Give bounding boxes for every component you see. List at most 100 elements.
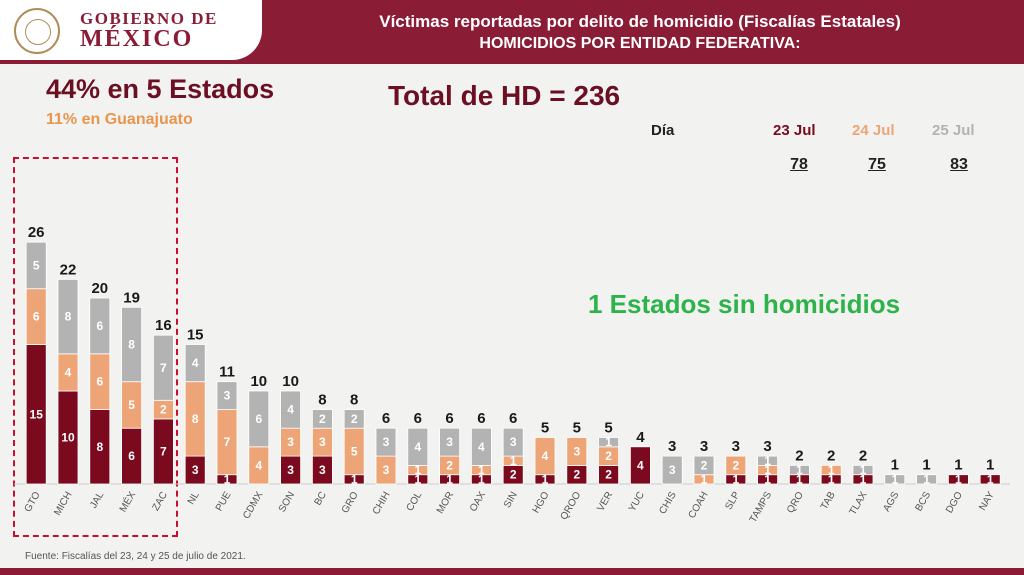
segment-value-label: 8 [96, 440, 103, 454]
bar-total-label: 19 [123, 289, 140, 306]
segment-value-label: 7 [160, 361, 167, 375]
bar-segment-MOR-25-Jul [439, 427, 461, 457]
bar-total-label: 15 [187, 327, 204, 344]
bar-segment-ZAC-25-Jul [152, 334, 174, 401]
segment-value-label: 6 [96, 319, 103, 333]
segment-value-label: 2 [701, 458, 708, 472]
bar-total-label: 6 [509, 410, 517, 427]
segment-value-label: 8 [128, 338, 135, 352]
category-label-QROO: QROO [559, 490, 584, 522]
category-label-VER: VER [595, 490, 615, 513]
segment-value-label: 2 [605, 449, 612, 463]
segment-value-label: 3 [287, 463, 294, 477]
segment-value-label: 2 [160, 403, 167, 417]
segment-value-label: 1 [923, 472, 930, 486]
day-date-23: 23 Jul [773, 122, 816, 139]
segment-value-label: 1 [987, 472, 994, 486]
segment-value-label: 1 [796, 463, 803, 477]
bar-total-label: 3 [763, 438, 771, 455]
segment-value-label: 2 [605, 468, 612, 482]
segment-value-label: 1 [860, 472, 867, 486]
bar-segment-GRO-25-Jul [343, 409, 365, 429]
category-label-MOR: MOR [435, 490, 456, 516]
day-total-25: 83 [950, 156, 968, 173]
segment-value-label: 6 [128, 449, 135, 463]
segment-value-label: 3 [287, 435, 294, 449]
segment-value-label: 7 [160, 444, 167, 458]
segment-value-label: 3 [573, 444, 580, 458]
bar-segment-OAX-25-Jul [470, 427, 492, 466]
segment-value-label: 1 [701, 472, 708, 486]
category-label-SON: SON [277, 490, 297, 514]
bar-segment-VER-25-Jul [598, 437, 619, 448]
bar-segment-QROO-24-Jul [566, 437, 588, 466]
day-date-24: 24 Jul [852, 122, 895, 139]
top-five-highlight-box [13, 157, 178, 537]
segment-value-label: 3 [383, 435, 390, 449]
bar-total-label: 6 [414, 410, 422, 427]
bar-segment-CDMX-25-Jul [248, 390, 270, 448]
day-label: Día [651, 122, 675, 139]
segment-value-label: 3 [510, 435, 517, 449]
segment-value-label: 1 [414, 463, 421, 477]
category-label-BCS: BCS [913, 490, 933, 514]
segment-value-label: 2 [351, 412, 358, 426]
bar-segment-PUE-25-Jul [216, 381, 238, 411]
category-label-CHIS: CHIS [657, 490, 679, 516]
category-label-GRO: GRO [340, 490, 361, 515]
day-total-23: 78 [790, 156, 808, 173]
logo-text-line2: MÉXICO [80, 26, 194, 52]
bar-segment-TAMPS-25-Jul [757, 455, 778, 466]
category-label-QRO: QRO [785, 490, 806, 515]
bar-total-label: 2 [827, 447, 835, 464]
bar-total-label: 10 [282, 373, 299, 390]
segment-value-label: 1 [828, 472, 835, 486]
bar-total-label: 2 [795, 447, 803, 464]
bar-total-label: 5 [604, 420, 612, 437]
segment-value-label: 5 [351, 444, 358, 458]
category-label-PUE: PUE [214, 490, 234, 514]
bar-segment-HGO-24-Jul [534, 437, 556, 476]
category-label-CDMX: CDMX [241, 490, 265, 521]
segment-value-label: 1 [764, 472, 771, 486]
bar-segment-NAY-23-Jul [979, 474, 1001, 485]
bar-segment-TAB-24-Jul [820, 464, 842, 476]
segment-value-label: 15 [30, 407, 44, 421]
category-label-DGO: DGO [944, 490, 965, 515]
segment-value-label: 4 [192, 356, 199, 370]
bar-total-label: 8 [350, 392, 358, 409]
guanajuato-percentage: 11% en Guanajuato [46, 111, 193, 128]
segment-value-label: 6 [33, 310, 40, 324]
segment-value-label: 10 [61, 431, 75, 445]
bar-segment-SON-25-Jul [280, 390, 302, 429]
category-label-HGO: HGO [531, 490, 552, 515]
segment-value-label: 4 [65, 365, 72, 379]
bar-total-label: 10 [250, 373, 267, 390]
day-total-24: 75 [868, 156, 886, 173]
page-title: Víctimas reportadas por delito de homici… [379, 12, 901, 31]
bar-segment-BCS-25-Jul [916, 474, 937, 485]
segment-value-label: 8 [65, 310, 72, 324]
category-label-NAY: NAY [977, 490, 997, 513]
segment-value-label: 3 [192, 463, 199, 477]
footer-bar [0, 568, 1024, 575]
bar-total-label: 22 [60, 261, 77, 278]
bar-segment-MICH-25-Jul [57, 278, 79, 355]
segment-value-label: 1 [764, 454, 771, 468]
category-label-MÉX: MÉX [116, 489, 138, 515]
category-label-CHIH: CHIH [371, 490, 393, 517]
bar-segment-JAL-25-Jul [89, 297, 111, 355]
national-seal-icon [14, 8, 60, 54]
segment-value-label: 4 [414, 440, 421, 454]
bar-total-label: 3 [700, 438, 708, 455]
category-label-MICH: MICH [52, 490, 74, 518]
segment-value-label: 2 [510, 468, 517, 482]
bar-total-label: 4 [636, 429, 645, 446]
segment-value-label: 1 [732, 472, 739, 486]
segment-value-label: 1 [828, 463, 835, 477]
bar-total-label: 1 [954, 457, 962, 474]
segment-value-label: 1 [542, 472, 549, 486]
segment-value-label: 1 [351, 472, 358, 486]
bar-segment-TLAX-25-Jul [852, 464, 874, 476]
